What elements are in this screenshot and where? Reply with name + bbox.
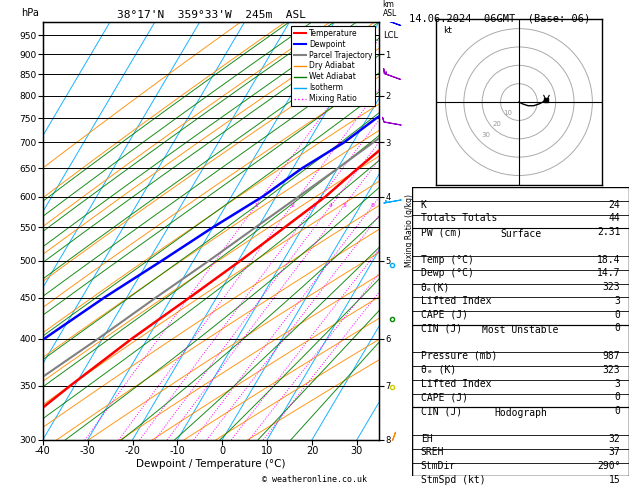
- Text: EH: EH: [421, 434, 432, 444]
- Text: 20: 20: [493, 121, 501, 127]
- Text: 15: 15: [609, 475, 620, 485]
- X-axis label: Dewpoint / Temperature (°C): Dewpoint / Temperature (°C): [136, 459, 286, 469]
- Text: 323: 323: [603, 365, 620, 375]
- Text: 1: 1: [254, 203, 258, 208]
- Text: 2.31: 2.31: [597, 227, 620, 237]
- Text: 0: 0: [615, 310, 620, 320]
- Text: 0: 0: [615, 406, 620, 416]
- Text: 24: 24: [609, 200, 620, 209]
- Text: Most Unstable: Most Unstable: [482, 326, 559, 335]
- Text: CIN (J): CIN (J): [421, 406, 462, 416]
- Text: SREH: SREH: [421, 448, 444, 457]
- Text: 3: 3: [313, 203, 316, 208]
- Bar: [412, 407, 629, 476]
- Text: 37: 37: [609, 448, 620, 457]
- Text: Hodograph: Hodograph: [494, 408, 547, 418]
- Bar: [412, 325, 629, 407]
- Text: Dewp (°C): Dewp (°C): [421, 268, 474, 278]
- Text: 5: 5: [342, 203, 346, 208]
- Text: 14.06.2024  06GMT  (Base: 06): 14.06.2024 06GMT (Base: 06): [409, 14, 590, 24]
- Text: 4: 4: [329, 203, 333, 208]
- Text: CAPE (J): CAPE (J): [421, 310, 468, 320]
- Text: 14.7: 14.7: [597, 268, 620, 278]
- Text: Lifted Index: Lifted Index: [421, 379, 491, 388]
- Text: StmSpd (kt): StmSpd (kt): [421, 475, 486, 485]
- Title: 38°17'N  359°33'W  245m  ASL: 38°17'N 359°33'W 245m ASL: [116, 10, 306, 20]
- Text: θₑ(K): θₑ(K): [421, 282, 450, 292]
- Text: 3: 3: [615, 296, 620, 306]
- Legend: Temperature, Dewpoint, Parcel Trajectory, Dry Adiabat, Wet Adiabat, Isotherm, Mi: Temperature, Dewpoint, Parcel Trajectory…: [291, 26, 376, 106]
- Text: 0: 0: [615, 392, 620, 402]
- Text: 18.4: 18.4: [597, 255, 620, 264]
- Text: km
ASL: km ASL: [382, 0, 397, 17]
- Text: 987: 987: [603, 351, 620, 361]
- Text: 44: 44: [609, 213, 620, 223]
- Text: 3: 3: [615, 379, 620, 388]
- Text: Temp (°C): Temp (°C): [421, 255, 474, 264]
- Text: 2: 2: [290, 203, 294, 208]
- Text: 30: 30: [481, 132, 491, 138]
- Text: 10: 10: [503, 110, 513, 116]
- Text: hPa: hPa: [21, 8, 39, 17]
- Text: CAPE (J): CAPE (J): [421, 392, 468, 402]
- Text: 32: 32: [609, 434, 620, 444]
- Text: kt: kt: [443, 26, 452, 35]
- Text: LCL: LCL: [384, 31, 399, 40]
- Text: 8: 8: [371, 203, 375, 208]
- Text: 0: 0: [615, 324, 620, 333]
- Text: Mixing Ratio (g/kg): Mixing Ratio (g/kg): [405, 194, 414, 267]
- Text: Surface: Surface: [500, 229, 541, 239]
- Text: Totals Totals: Totals Totals: [421, 213, 497, 223]
- Text: K: K: [421, 200, 426, 209]
- Text: StmDir: StmDir: [421, 461, 456, 471]
- Text: Lifted Index: Lifted Index: [421, 296, 491, 306]
- Text: © weatheronline.co.uk: © weatheronline.co.uk: [262, 474, 367, 484]
- Text: 323: 323: [603, 282, 620, 292]
- Text: CIN (J): CIN (J): [421, 324, 462, 333]
- Text: Pressure (mb): Pressure (mb): [421, 351, 497, 361]
- Bar: [412, 228, 629, 325]
- Text: θₑ (K): θₑ (K): [421, 365, 456, 375]
- Text: PW (cm): PW (cm): [421, 227, 462, 237]
- Text: 290°: 290°: [597, 461, 620, 471]
